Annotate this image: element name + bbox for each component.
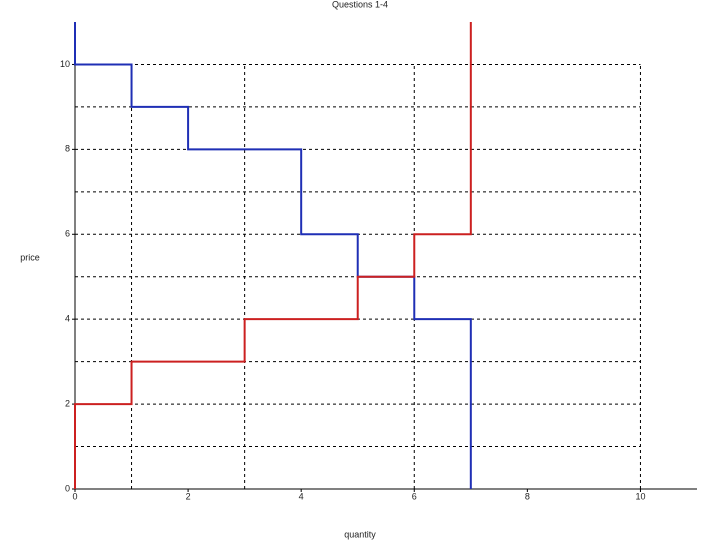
y-tick-label: 4 [65,314,70,324]
chart-title: Questions 1-4 [332,0,388,9]
y-tick-label: 8 [65,144,70,154]
step-line [74,22,472,489]
step-line [74,22,472,489]
y-tick-label: 0 [65,483,70,493]
x-tick-label: 0 [72,491,77,501]
x-tick-label: 2 [186,491,191,501]
x-tick-label: 4 [299,491,304,501]
x-tick-label: 10 [635,491,645,501]
x-tick-label: 8 [525,491,530,501]
y-axis-label: price [20,252,40,262]
y-tick-label: 6 [65,229,70,239]
x-axis-label: quantity [344,529,376,539]
y-tick-label: 10 [60,59,70,69]
x-tick-label: 6 [412,491,417,501]
y-tick-label: 2 [65,398,70,408]
